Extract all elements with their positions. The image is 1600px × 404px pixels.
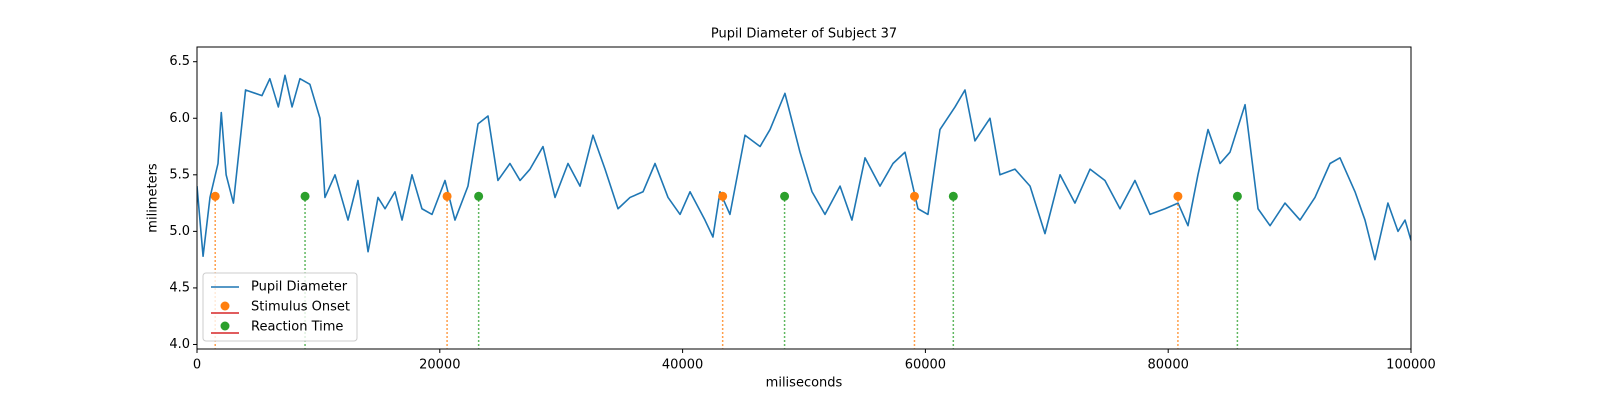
stem-marker bbox=[948, 191, 958, 201]
axes-frame bbox=[196, 46, 1412, 350]
legend-swatch bbox=[220, 301, 230, 311]
stem-marker bbox=[1232, 191, 1242, 201]
legend-label: Pupil Diameter bbox=[251, 280, 348, 295]
y-tick-label: 4.0 bbox=[169, 337, 190, 352]
x-tick-label: 80000 bbox=[1148, 358, 1189, 373]
legend-label: Reaction Time bbox=[251, 320, 343, 335]
legend-box bbox=[202, 272, 358, 342]
x-tick-label: 100000 bbox=[1386, 358, 1436, 373]
stem-marker bbox=[474, 191, 484, 201]
y-tick-label: 6.0 bbox=[169, 111, 190, 126]
stem-marker bbox=[718, 191, 728, 201]
x-tick-label: 40000 bbox=[662, 358, 703, 373]
y-tick-label: 5.5 bbox=[169, 167, 190, 182]
y-axis-label: milimeters bbox=[146, 163, 161, 233]
y-tick-label: 5.0 bbox=[169, 224, 190, 239]
stem-marker bbox=[210, 191, 220, 201]
legend-swatch bbox=[220, 321, 230, 331]
x-tick-label: 0 bbox=[193, 358, 201, 373]
stem-marker bbox=[442, 191, 452, 201]
stem-marker bbox=[1173, 191, 1183, 201]
line-series bbox=[197, 74, 1411, 261]
stem-marker bbox=[780, 191, 790, 201]
stem-marker bbox=[300, 191, 310, 201]
x-tick-label: 20000 bbox=[419, 358, 460, 373]
y-tick-label: 4.5 bbox=[169, 280, 190, 295]
legend-label: Stimulus Onset bbox=[251, 300, 350, 315]
chart-title: Pupil Diameter of Subject 37 bbox=[711, 27, 897, 42]
stem-marker bbox=[909, 191, 919, 201]
x-tick-label: 60000 bbox=[905, 358, 946, 373]
x-axis-label: miliseconds bbox=[766, 376, 843, 391]
y-tick-label: 6.5 bbox=[169, 54, 190, 69]
